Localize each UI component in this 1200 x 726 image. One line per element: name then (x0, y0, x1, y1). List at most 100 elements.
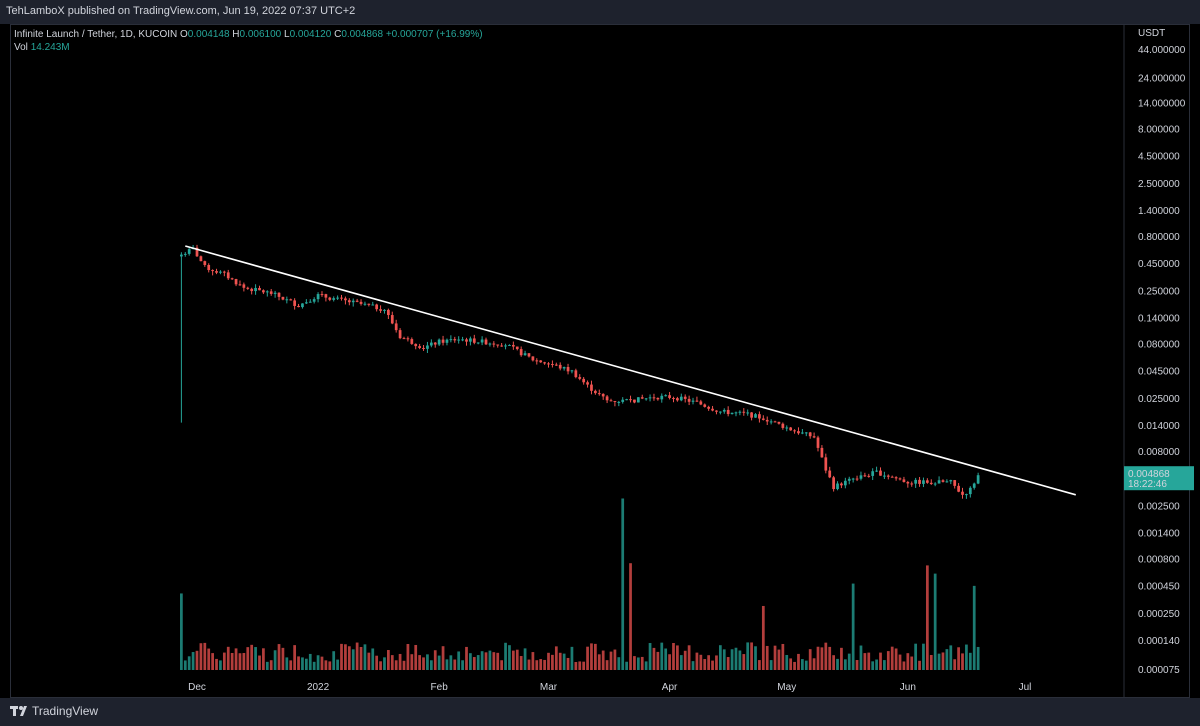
candle-body (297, 305, 300, 308)
volume-bar (922, 643, 925, 670)
candle-body (429, 342, 433, 346)
volume-bar (855, 660, 859, 670)
candle-body (285, 299, 289, 301)
candle-body (773, 421, 777, 423)
volume-bar (531, 652, 535, 670)
candle-body (953, 480, 957, 486)
volume-bar (461, 660, 464, 670)
volume-bar (875, 659, 878, 670)
volume-bar (633, 656, 636, 670)
volume-bar (898, 654, 902, 670)
candle-body (691, 400, 695, 402)
volume-bar (660, 642, 664, 670)
volume-bar (219, 660, 222, 670)
volume-bar (383, 657, 386, 670)
volume-bar (601, 650, 605, 670)
candle-body (949, 480, 953, 482)
volume-bar (590, 643, 593, 670)
candle-body (340, 297, 343, 299)
countdown-timer: 18:22:46 (1128, 479, 1167, 490)
candle-body (262, 290, 265, 293)
candle-body (804, 432, 808, 434)
candle-body (246, 287, 250, 289)
volume-bar (578, 661, 582, 670)
volume-bar (941, 652, 945, 670)
candle-body (707, 406, 711, 409)
candle-body (371, 304, 375, 306)
y-tick-label: 0.002500 (1138, 501, 1180, 512)
volume-bar (511, 650, 515, 670)
volume-bar (699, 654, 703, 670)
y-tick-label: 0.008000 (1138, 447, 1180, 458)
candle-body (543, 362, 546, 364)
x-tick-label: Feb (431, 682, 449, 693)
candle-body (347, 300, 351, 303)
candle-body (441, 339, 445, 343)
y-tick-label: 0.000140 (1138, 636, 1180, 647)
volume-bar (843, 659, 847, 670)
volume-bar (867, 652, 871, 670)
candle-body (445, 339, 449, 343)
volume-bar (804, 660, 808, 670)
volume-bar (566, 657, 570, 670)
candle-body (273, 292, 277, 294)
chart-frame[interactable] (10, 24, 1190, 698)
candle-body (976, 475, 980, 484)
candle-body (676, 398, 679, 401)
y-tick-label: 0.800000 (1138, 232, 1180, 243)
close-label: C (334, 29, 342, 40)
volume-bar (476, 655, 480, 670)
volume-bar (668, 654, 671, 670)
volume-bar (711, 660, 714, 670)
volume-bar (527, 659, 531, 670)
candle-body (316, 294, 320, 300)
candle-body (289, 299, 293, 301)
candle-body (617, 401, 621, 403)
volume-bar (965, 644, 968, 670)
candle-body (484, 339, 488, 345)
candle-body (664, 395, 668, 397)
volume-bar (429, 660, 433, 670)
candle-body (711, 408, 714, 411)
volume-bar (457, 651, 461, 670)
volume-bar (269, 660, 273, 670)
volume-bar (289, 660, 293, 670)
volume-bar (183, 660, 187, 670)
candle-body (539, 360, 543, 363)
candle-body (875, 470, 878, 472)
high-value: 0.006100 (239, 29, 282, 40)
volume-bar (465, 646, 468, 670)
volume-bar (543, 659, 546, 670)
volume-bar (539, 659, 543, 670)
volume-bar (836, 658, 839, 670)
volume-bar (488, 650, 492, 670)
volume-bar (777, 649, 781, 670)
volume-bar (859, 645, 863, 670)
candle-body (652, 397, 656, 399)
volume-bar (597, 654, 601, 670)
y-tick-label: 1.400000 (1138, 206, 1180, 217)
candle-body (367, 303, 371, 305)
volume-bar (703, 659, 707, 670)
volume-bar (707, 655, 711, 670)
volume-bar (406, 643, 410, 670)
volume-bar (523, 648, 527, 670)
candle-body (406, 338, 410, 340)
brand-name: TradingView (32, 704, 99, 718)
volume-bar (933, 573, 937, 670)
candle-body (308, 301, 312, 303)
candle-body (562, 367, 566, 369)
volume-bar (746, 642, 750, 670)
candle-body (418, 346, 421, 348)
tradingview-brand[interactable]: TradingView (10, 704, 98, 718)
volume-bar (234, 648, 238, 670)
candle-body (480, 339, 484, 343)
candle-body (781, 423, 785, 428)
volume-bar (902, 661, 906, 670)
y-tick-label: 0.140000 (1138, 313, 1180, 324)
volume-bar (925, 565, 929, 670)
candle-body (230, 278, 234, 280)
candle-body (820, 447, 824, 458)
candle-body (211, 270, 214, 272)
